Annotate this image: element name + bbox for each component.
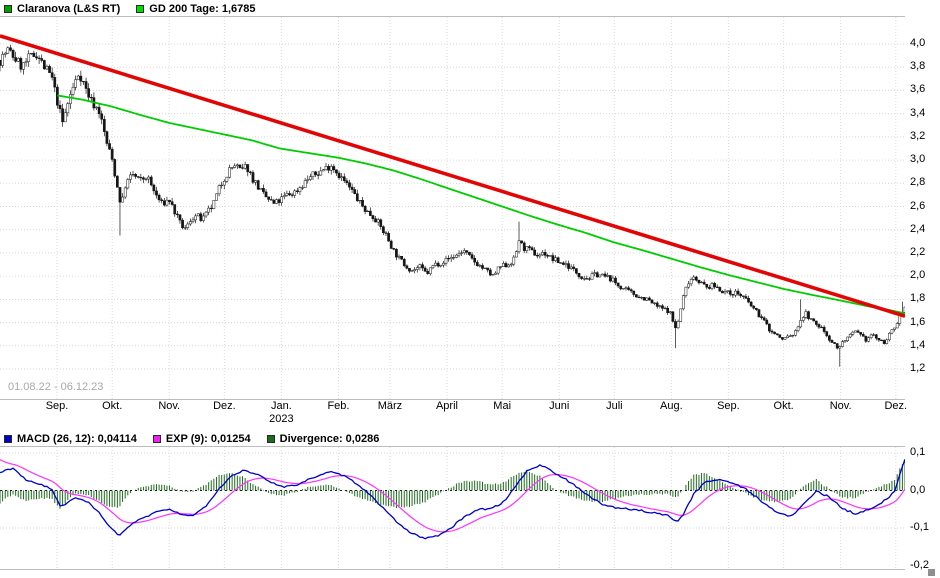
macd-legend-item: MACD (26, 12): 0,04114	[4, 433, 137, 445]
divergence-series-chip	[266, 434, 275, 443]
price-chart-canvas	[0, 17, 905, 399]
price-axis-label: 2,2	[910, 245, 926, 258]
time-axis: Sep. Okt. Nov. Dez. Jan. Feb. März April Mai Juni…	[0, 398, 940, 430]
month-axis-label: Juli	[606, 400, 623, 412]
macd-axis-label: 0,1	[910, 446, 926, 458]
exp-series-label: EXP (9): 0,01254	[165, 432, 251, 445]
claranova-legend-item: Claranova (L&S RT)	[4, 3, 120, 15]
macd-legend: MACD (26, 12): 0,04114 EXP (9): 0,01254 …	[4, 432, 379, 445]
price-axis-label: 3,4	[910, 106, 926, 119]
divergence-legend-item: Divergence: 0,0286	[266, 432, 380, 445]
price-axis: 4,0 3,8 3,6 3,4 3,2 3,0 2,8 2,6 2,4 2,2 2,0 1,8 1,6 1…	[905, 16, 940, 398]
month-axis-label: Sep.	[45, 400, 69, 412]
month-axis-label: Mai	[493, 400, 512, 412]
price-axis-label: 1,8	[910, 292, 926, 305]
exp-series-chip	[152, 434, 161, 443]
month-axis-label: Okt.	[102, 400, 123, 412]
price-panel	[0, 16, 905, 400]
price-axis-label: 2,4	[910, 222, 926, 235]
divergence-series-label: Divergence: 0,0286	[279, 432, 380, 445]
corner-mark	[928, 569, 935, 576]
gd200-legend-item: GD 200 Tage: 1,6785	[136, 3, 255, 15]
macd-axis: 0,1 0,0 -0,1 -0,2	[905, 446, 940, 571]
macd-chart-canvas	[0, 447, 905, 569]
month-axis-label: Aug.	[660, 400, 683, 412]
month-axis-label: April	[435, 400, 458, 412]
price-axis-label: 3,8	[910, 60, 926, 73]
claranova-series-label: Claranova (L&S RT)	[17, 2, 121, 15]
macd-axis-label: 0,0	[910, 483, 926, 496]
main-legend: Claranova (L&S RT) GD 200 Tage: 1,6785	[4, 2, 255, 15]
macd-axis-label: -0,2	[910, 558, 929, 571]
macd-panel	[0, 446, 905, 570]
claranova-series-chip	[4, 4, 12, 13]
price-axis-label: 3,2	[910, 129, 926, 142]
month-axis-label: Nov.	[158, 400, 181, 412]
price-axis-label: 1,2	[910, 362, 926, 374]
price-axis-label: 3,0	[910, 153, 926, 166]
month-axis-label: Sep.	[717, 400, 740, 412]
month-axis-label: Jan.	[271, 400, 292, 412]
month-axis-label: Dez.	[884, 400, 908, 412]
price-axis-label: 2,0	[910, 269, 926, 282]
month-axis-label: Nov.	[829, 400, 852, 412]
month-axis-label: März	[377, 400, 403, 412]
month-axis-label: Juni	[549, 400, 570, 412]
macd-series-chip	[4, 434, 12, 443]
price-axis-label: 2,6	[910, 199, 926, 212]
gd200-series-label: GD 200 Tage: 1,6785	[149, 2, 256, 15]
exp-legend-item: EXP (9): 0,01254	[152, 432, 251, 445]
macd-axis-label: -0,1	[910, 521, 929, 533]
gd200-series-chip	[136, 4, 145, 13]
price-axis-label: 1,4	[910, 338, 926, 351]
year-axis-label: 2023	[269, 413, 294, 425]
date-range-label: 01.08.22 - 06.12.23	[8, 381, 104, 393]
month-axis-label: Dez.	[213, 400, 236, 412]
macd-series-label: MACD (26, 12): 0,04114	[17, 432, 137, 445]
month-axis-label: Okt.	[773, 400, 794, 412]
price-axis-label: 4,0	[910, 37, 926, 49]
month-axis-label: Feb.	[327, 400, 350, 412]
price-axis-label: 1,6	[910, 315, 926, 328]
price-axis-label: 2,8	[910, 176, 926, 189]
price-axis-label: 3,6	[910, 83, 926, 96]
